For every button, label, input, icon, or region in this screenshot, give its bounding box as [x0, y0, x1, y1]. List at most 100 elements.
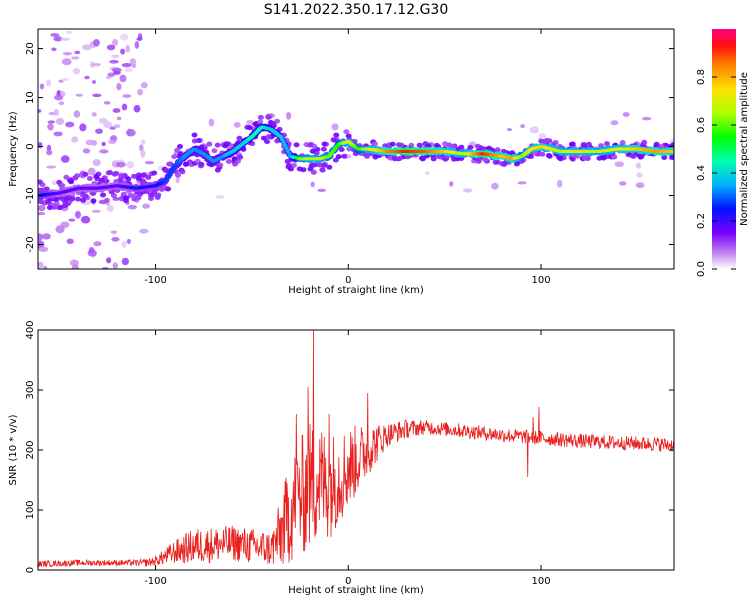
spectrogram-halo: [59, 183, 66, 189]
spectrogram-speckle: [636, 172, 643, 178]
spectrogram-ylabel: Frequency (Hz): [8, 111, 19, 187]
spectrogram-speckle: [121, 63, 132, 68]
spectrogram-halo: [158, 186, 165, 192]
snr-ytick-label: 200: [25, 440, 36, 459]
spectrogram-halo: [174, 147, 181, 153]
spectrogram-halo: [257, 119, 264, 125]
spectrogram-speckle: [43, 265, 48, 269]
snr-series-line: [38, 330, 674, 568]
spectrogram-halo: [442, 141, 449, 147]
spectrogram-speckle: [46, 144, 52, 152]
spectrogram-speckle: [95, 128, 103, 134]
spectrogram-halo: [284, 158, 291, 164]
spectrogram-speckle: [122, 94, 132, 99]
spectrogram-speckle: [38, 109, 42, 113]
spectrogram-speckle: [91, 209, 101, 213]
spectrogram-speckle: [53, 108, 60, 116]
spectrogram-speckle: [99, 149, 109, 154]
spectrogram-speckle: [106, 44, 116, 51]
spectrogram-speckle: [65, 30, 73, 35]
spectrogram-speckle: [51, 180, 57, 186]
spectrogram-halo: [123, 195, 130, 201]
spectrogram-speckle: [46, 165, 57, 169]
spectrogram-halo: [145, 174, 152, 180]
spectrogram-speckle: [71, 56, 80, 60]
spectrogram-halo: [140, 179, 147, 185]
spectrogram-halo: [603, 141, 610, 147]
snr-ylabel: SNR (10 * v/v): [8, 414, 19, 485]
spectrogram-halo: [398, 142, 405, 148]
spectrogram-halo: [482, 156, 489, 162]
spectrogram-speckle: [113, 124, 121, 128]
snr-xtick-label: 100: [531, 576, 550, 587]
spectrogram-speckle: [614, 161, 625, 168]
spectrogram-speckle: [622, 112, 630, 117]
snr-marks: [38, 330, 674, 568]
spectrogram-halo: [321, 141, 328, 147]
spectrogram-ridge-core: [278, 135, 284, 139]
spectrogram-halo: [225, 158, 232, 164]
spectrogram-speckle: [121, 103, 128, 111]
spectrogram-halo: [389, 141, 396, 147]
colorbar-gradient: [712, 29, 736, 269]
spectrogram-speckle: [61, 58, 72, 66]
spectrogram-halo: [74, 196, 81, 202]
spectrogram-halo: [569, 156, 576, 162]
spectrogram-speckle: [72, 68, 81, 75]
spectrogram-speckle: [53, 36, 63, 42]
spectrogram-halo: [103, 197, 110, 203]
spectrogram-halo: [274, 118, 281, 124]
spectrogram-speckle: [636, 162, 641, 169]
spectrogram-speckle: [491, 182, 499, 190]
spectrogram-halo: [501, 160, 508, 166]
spectrogram-halo: [433, 142, 440, 148]
spectrogram-marks: [38, 30, 674, 269]
spectrogram-halo: [171, 154, 178, 160]
spectrogram-speckle: [520, 123, 525, 129]
figure-title: S141.2022.350.17.12.G30: [264, 2, 449, 18]
spectrogram-halo: [641, 139, 648, 145]
spectrogram-speckle: [71, 136, 79, 143]
spectrogram-halo: [669, 154, 674, 160]
spectrogram-halo: [309, 148, 316, 154]
spectrogram-speckle: [65, 121, 75, 128]
spectrogram-halo: [661, 154, 668, 160]
spectrogram-speckle: [106, 204, 114, 213]
spectrogram-speckle: [635, 182, 645, 189]
colorbar-ticks: 0.0 0.2 0.4 0.6 0.8: [696, 69, 736, 277]
snr-axes: -100 0 100 0 100 200 300 400: [25, 320, 674, 587]
spectrogram-halo: [106, 170, 113, 176]
spectrogram-ridge-core: [281, 140, 286, 144]
spectrogram-halo: [131, 173, 138, 179]
spectrogram-halo: [290, 162, 297, 168]
spectrogram-halo: [552, 139, 559, 145]
spectrogram-halo: [286, 162, 293, 168]
spectrogram-halo: [372, 141, 379, 147]
spectrogram-speckle: [126, 128, 132, 137]
spectrogram-speckle: [556, 179, 563, 188]
spectrogram-speckle: [92, 93, 102, 98]
spectrogram-speckle: [103, 101, 111, 105]
spectrogram-speckle: [60, 155, 70, 163]
spectrogram-speckle: [139, 144, 144, 152]
spectrogram-speckle: [208, 118, 215, 127]
spectrogram-speckle: [75, 93, 84, 97]
spectrogram-speckle: [46, 79, 52, 87]
spectrogram-speckle: [121, 257, 130, 266]
spectrogram-halo: [111, 171, 118, 177]
spectrogram-halo: [174, 172, 181, 178]
spectrogram-speckle: [529, 126, 539, 134]
spectrogram-speckle: [506, 128, 512, 132]
spectrogram-speckle: [38, 246, 49, 252]
spectrogram-halo: [100, 192, 107, 198]
spectrogram-speckle: [424, 171, 430, 176]
spectrogram-halo: [135, 195, 142, 201]
spectrogram-speckle: [137, 88, 144, 96]
spectrogram-speckle: [120, 33, 129, 41]
snr-ytick-label: 0: [25, 567, 36, 573]
spectrogram-halo: [237, 154, 244, 160]
spectrogram-halo: [118, 196, 125, 202]
spectrogram-halo: [182, 161, 189, 167]
spectrogram-ytick-label: 10: [25, 91, 36, 104]
spectrogram-xtick-label: 0: [345, 275, 351, 286]
